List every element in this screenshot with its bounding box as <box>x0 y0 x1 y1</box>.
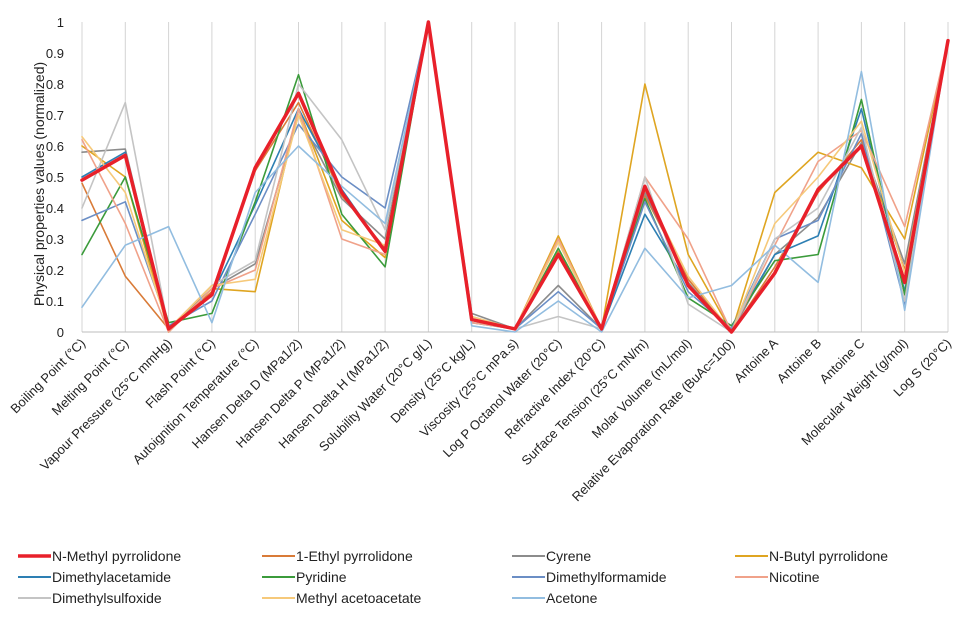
x-tick-label: Melting Point (°C) <box>49 336 132 419</box>
legend-label: Pyridine <box>296 569 347 585</box>
legend-label: 1-Ethyl pyrrolidone <box>296 548 413 564</box>
x-tick-label: Boiling Point (°C) <box>7 336 88 417</box>
legend-label: Acetone <box>546 590 598 606</box>
legend-label: Cyrene <box>546 548 591 564</box>
legend-label: Dimethylsulfoxide <box>52 590 162 606</box>
series-line <box>80 20 950 334</box>
legend-label: Methyl acetoacetate <box>296 590 422 606</box>
legend-label: N-Butyl pyrrolidone <box>769 548 888 564</box>
y-tick-label: 0.7 <box>46 108 64 123</box>
y-tick-label: 0.4 <box>46 201 64 216</box>
legend-label: Dimethylacetamide <box>52 569 171 585</box>
y-tick-label: 0 <box>57 325 64 340</box>
y-tick-label: 0.3 <box>46 232 64 247</box>
y-tick-label: 1 <box>57 15 64 30</box>
y-tick-label: 0.1 <box>46 294 64 309</box>
legend-label: Dimethylformamide <box>546 569 667 585</box>
x-tick-label: Relative Evaporation Rate (BuAc=100) <box>569 336 738 505</box>
x-tick-label: Antoine B <box>774 336 824 386</box>
legend: N-Methyl pyrrolidone 1-Ethyl pyrrolidone C… <box>18 548 888 606</box>
y-axis-label: Physical properties values (normalized) <box>31 62 47 306</box>
y-tick-label: 0.5 <box>46 170 64 185</box>
y-tick-label: 0.8 <box>46 77 64 92</box>
legend-label: Nicotine <box>769 569 820 585</box>
series-line <box>81 21 949 333</box>
legend-label: N-Methyl pyrrolidone <box>52 548 181 564</box>
y-tick-label: 0.2 <box>46 263 64 278</box>
x-tick-label: Antoine A <box>731 335 781 385</box>
y-tick-label: 0.9 <box>46 46 64 61</box>
y-tick-label: 0.6 <box>46 139 64 154</box>
